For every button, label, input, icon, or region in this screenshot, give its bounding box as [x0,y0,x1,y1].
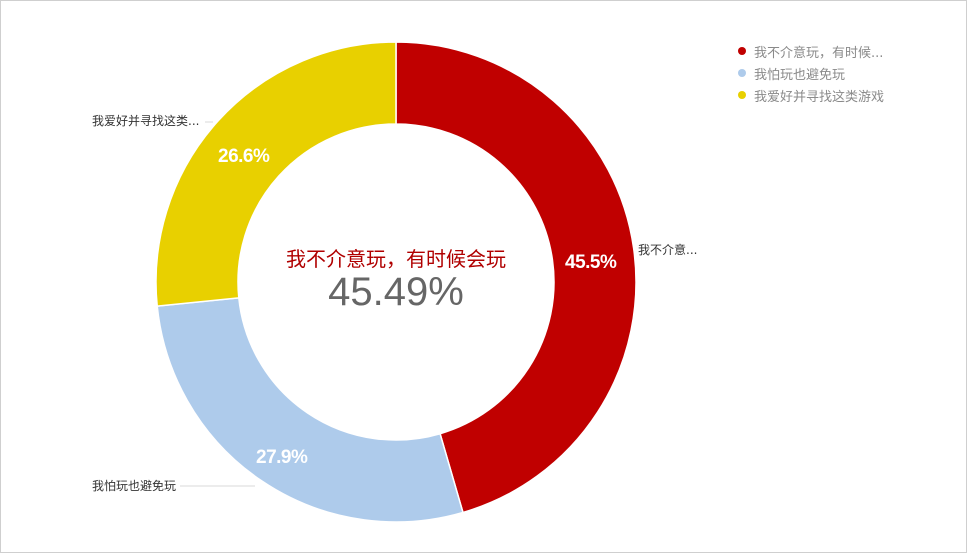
donut-slice[interactable] [155,41,397,307]
slice-outer-label: 我怕玩也避免玩 [92,479,177,493]
legend-label: 我爱好并寻找这类游戏 [754,89,885,105]
slice-outer-label: 我爱好并寻找这类... [92,114,200,128]
legend-item[interactable]: 我不介意玩，有时候... [738,40,884,62]
legend: 我不介意玩，有时候... 我怕玩也避免玩 我爱好并寻找这类游戏 [738,40,884,106]
center-title: 我不介意玩，有时候会玩 [286,247,506,271]
legend-label: 我不介意玩，有时候... [754,45,884,61]
legend-item[interactable]: 我怕玩也避免玩 [738,62,884,84]
legend-label: 我怕玩也避免玩 [754,67,846,83]
legend-dot-icon [738,69,746,77]
center-value: 45.49% [328,270,464,314]
slice-outer-label: 我不介意... [638,243,698,257]
slice-pct-label: 27.9% [256,447,308,468]
legend-dot-icon [738,91,746,99]
donut-slice[interactable] [156,297,464,523]
donut-slice[interactable] [395,41,637,514]
legend-dot-icon [738,47,746,55]
legend-item[interactable]: 我爱好并寻找这类游戏 [738,84,884,106]
slice-pct-label: 45.5% [565,252,617,273]
slice-pct-label: 26.6% [218,146,270,167]
